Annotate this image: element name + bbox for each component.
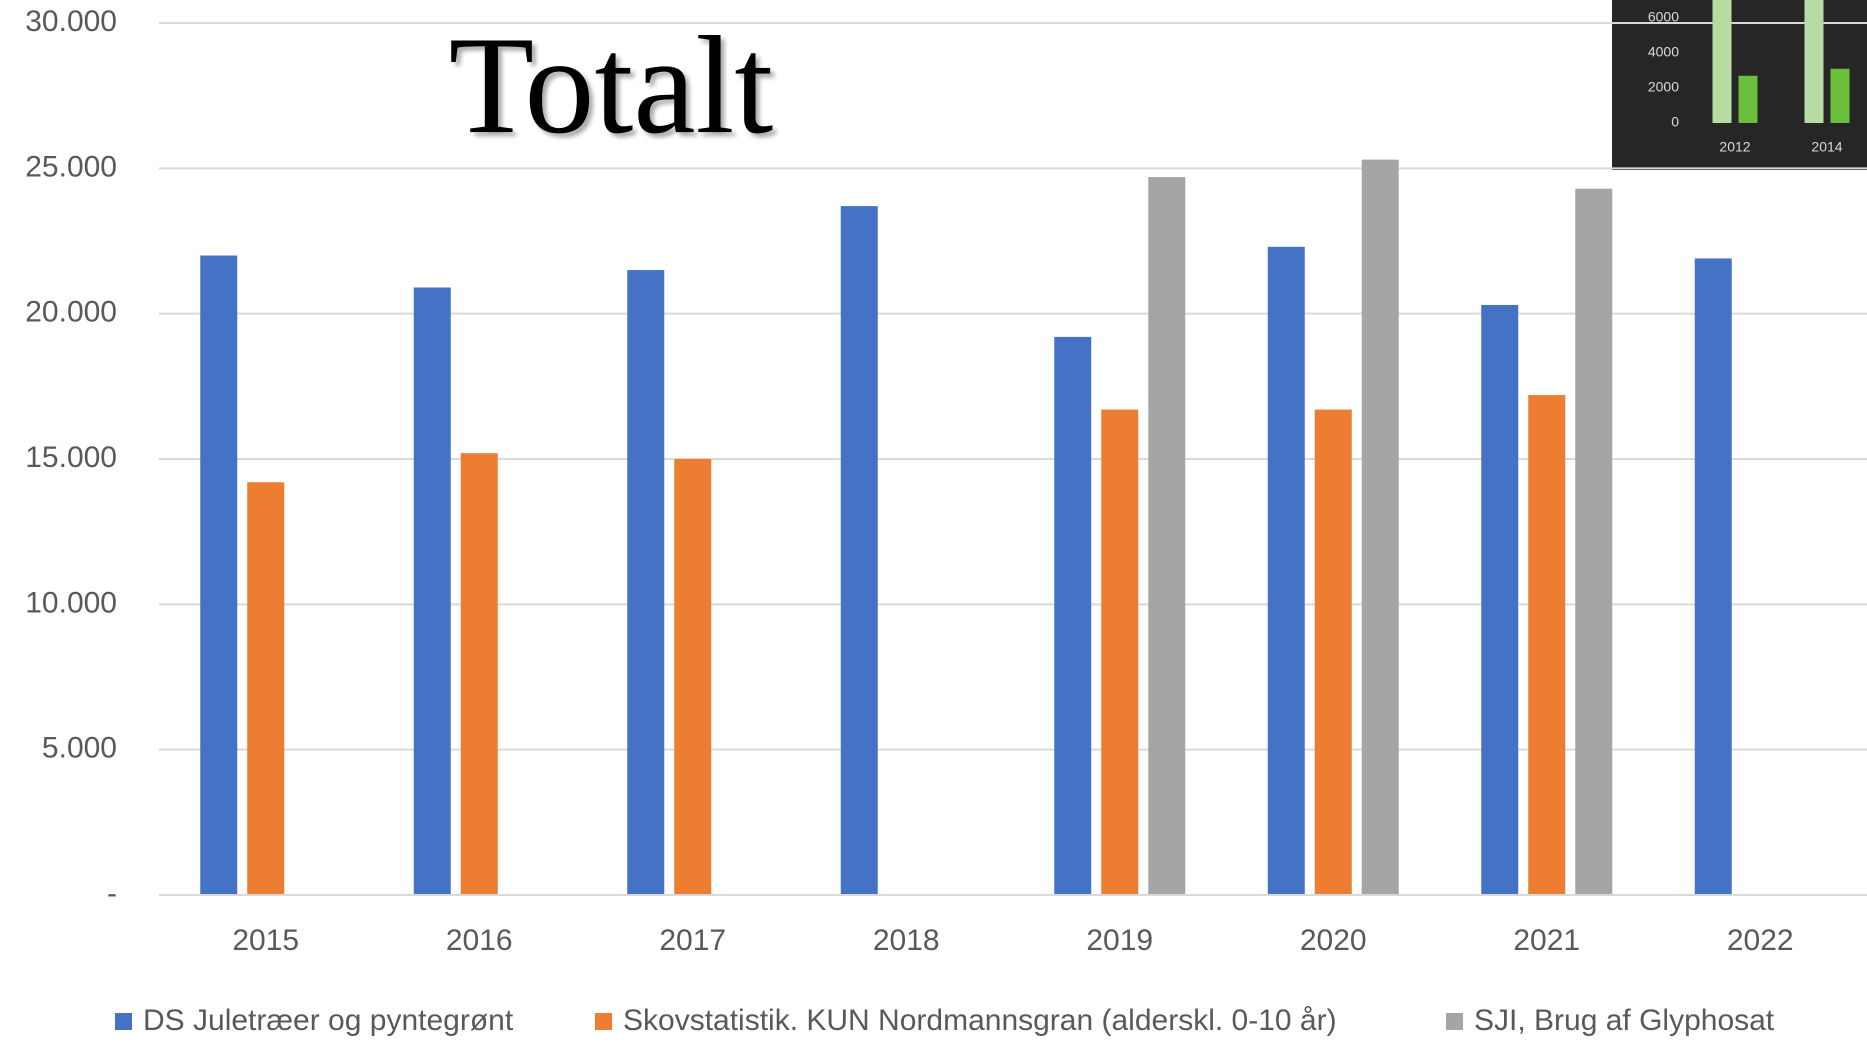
bar xyxy=(1830,68,1850,123)
legend-label: Skovstatistik. KUN Nordmannsgran (alders… xyxy=(623,1004,1337,1037)
bar xyxy=(413,287,451,895)
legend-label: SJI, Brug af Glyphosat xyxy=(1474,1004,1775,1037)
y-tick-label: 30.000 xyxy=(25,5,117,38)
legend-swatch xyxy=(115,1013,132,1030)
bar xyxy=(1575,188,1613,895)
x-tick-label: 2014 xyxy=(1811,139,1842,155)
bar xyxy=(1694,258,1732,895)
bar xyxy=(1361,159,1399,895)
x-tick-label: 2017 xyxy=(659,924,726,957)
chart-title: Totalt xyxy=(449,8,774,163)
legend-swatch xyxy=(1446,1013,1463,1030)
x-tick-label: 2018 xyxy=(873,924,940,957)
bar xyxy=(1481,304,1519,895)
bar xyxy=(1101,409,1139,895)
legend-swatch xyxy=(595,1013,612,1030)
x-tick-label: 2019 xyxy=(1086,924,1153,957)
x-tick-label: 2022 xyxy=(1727,924,1794,957)
bar xyxy=(247,482,285,895)
y-tick-label: 2000 xyxy=(1648,79,1679,95)
y-tick-label: 25.000 xyxy=(25,150,117,183)
y-tick-label: 5.000 xyxy=(42,732,117,765)
y-tick-label: 6000 xyxy=(1648,9,1679,25)
x-tick-label: 2015 xyxy=(232,924,299,957)
bar xyxy=(1804,0,1824,123)
bar xyxy=(674,459,712,895)
y-tick-label: 4000 xyxy=(1648,44,1679,60)
y-tick-label: 15.000 xyxy=(25,441,117,474)
y-tick-label: - xyxy=(107,877,117,910)
bar xyxy=(1267,246,1305,895)
bar xyxy=(627,270,665,896)
x-tick-label: 2021 xyxy=(1513,924,1580,957)
bars xyxy=(200,159,1732,896)
bar xyxy=(460,453,498,895)
y-tick-label: 0 xyxy=(1671,114,1679,130)
x-tick-label: 2016 xyxy=(446,924,513,957)
x-tick-label: 2020 xyxy=(1300,924,1367,957)
bar xyxy=(200,255,238,896)
bar xyxy=(1528,395,1566,895)
bar xyxy=(1148,177,1186,895)
y-tick-label: 10.000 xyxy=(25,586,117,619)
legend-label: DS Juletræer og pyntegrønt xyxy=(143,1004,514,1037)
bar xyxy=(840,206,878,895)
bar xyxy=(1712,0,1732,123)
bar xyxy=(1738,75,1758,123)
bars xyxy=(1712,0,1850,123)
y-tick-label: 20.000 xyxy=(25,296,117,329)
bar xyxy=(1054,336,1092,895)
bar xyxy=(1314,409,1352,895)
x-tick-label: 2012 xyxy=(1719,139,1750,155)
